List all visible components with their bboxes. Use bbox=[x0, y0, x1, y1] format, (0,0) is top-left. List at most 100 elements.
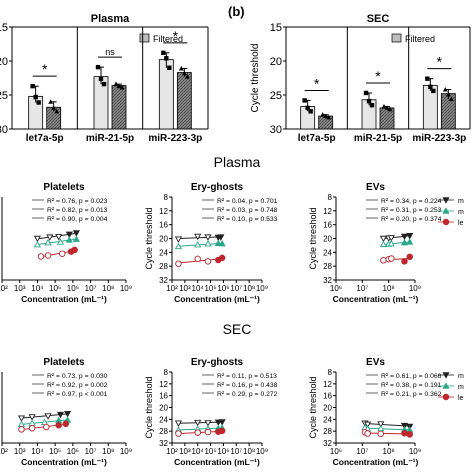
y-tick-label: 25 bbox=[270, 90, 282, 102]
data-point bbox=[214, 239, 222, 247]
x-tick-label: 10⁴ bbox=[31, 447, 44, 456]
x-tick-label: 10⁷ bbox=[356, 447, 368, 456]
x-axis-label: Concentration (mL⁻¹) bbox=[333, 457, 419, 467]
data-point bbox=[54, 108, 60, 114]
significance-label: * bbox=[173, 28, 179, 44]
data-point bbox=[71, 246, 78, 254]
y-tick-label: 20 bbox=[159, 235, 168, 244]
y-tick-label: 8 bbox=[328, 368, 333, 377]
data-point bbox=[380, 257, 387, 264]
x-tick-label: 10⁴ bbox=[31, 284, 44, 293]
x-tick-label: 10⁵ bbox=[49, 284, 61, 293]
x-tick-label: 10⁹ bbox=[409, 447, 421, 456]
data-point bbox=[175, 260, 182, 267]
y-tick-label: 20 bbox=[270, 56, 282, 68]
x-tick-label: 10⁸ bbox=[102, 447, 114, 456]
x-tick-label: 10⁷ bbox=[230, 284, 242, 293]
x-tick-label: 10⁹ bbox=[409, 284, 421, 293]
data-point bbox=[379, 235, 387, 243]
stats-text: R² = 0.82, p = 0.013 bbox=[47, 207, 108, 214]
stats-text: R² = 0.11, p = 0.513 bbox=[217, 373, 277, 380]
data-point bbox=[33, 240, 41, 248]
data-point bbox=[194, 240, 202, 248]
y-tick-label: 20 bbox=[323, 404, 332, 413]
y-axis-label: Cycle threshold bbox=[144, 376, 154, 438]
x-tick-label: 10⁶ bbox=[217, 447, 229, 456]
data-point bbox=[406, 233, 414, 240]
x-category-label: miR-21-5p bbox=[354, 133, 402, 144]
data-point bbox=[364, 421, 372, 429]
x-tick-label: 10⁹ bbox=[256, 284, 268, 293]
sec-evs-panel: EVs 8 12 16 20 24 28 32 Cycle threshold 10⁶ 10⁷ 10⁸… bbox=[308, 357, 464, 467]
bar bbox=[158, 59, 174, 130]
stats-text: R² = 0.61, p = 0.066 bbox=[381, 373, 442, 380]
fit-line bbox=[178, 236, 221, 239]
plasma-ery-panel: Ery-ghosts 8 12 16 20 24 28 32 Cycle threshold 10… bbox=[144, 182, 278, 304]
data-point bbox=[302, 98, 307, 103]
y-tick-label: 28 bbox=[323, 427, 332, 436]
data-point bbox=[65, 236, 73, 243]
data-point bbox=[194, 419, 202, 427]
y-tick-label: 25 bbox=[0, 90, 8, 102]
x-tick-label: 10⁶ bbox=[217, 284, 229, 293]
y-tick-label: 30 bbox=[270, 124, 282, 136]
y-tick-label: 28 bbox=[159, 262, 168, 271]
data-point bbox=[33, 94, 38, 100]
data-point bbox=[218, 427, 226, 435]
x-tick-label: 10⁶ bbox=[330, 447, 342, 456]
data-point bbox=[44, 413, 52, 420]
data-point bbox=[167, 65, 172, 70]
stats-text: R² = 0.04, p = 0.701 bbox=[217, 198, 278, 205]
data-point bbox=[204, 428, 212, 436]
data-point bbox=[381, 103, 387, 109]
y-tick-label: 15 bbox=[270, 22, 282, 34]
data-point bbox=[72, 230, 80, 237]
data-point bbox=[56, 238, 65, 245]
data-point bbox=[101, 81, 107, 87]
x-tick-label: 10⁸ bbox=[383, 284, 395, 293]
y-tick-label: 8 bbox=[164, 368, 169, 377]
stats-text: R² = 0.73, p = 0.030 bbox=[47, 373, 108, 380]
stats-text: R² = 0.16, p = 0.438 bbox=[217, 382, 278, 389]
data-point bbox=[55, 234, 63, 241]
chart-title: Ery-ghosts bbox=[191, 182, 244, 193]
series-legend-label: m bbox=[458, 373, 464, 380]
bar bbox=[111, 85, 127, 130]
significance-label: * bbox=[42, 61, 48, 77]
x-tick-label: 10⁵ bbox=[204, 284, 216, 293]
x-tick-label: 10⁹ bbox=[120, 447, 132, 456]
y-tick-label: 32 bbox=[159, 439, 168, 448]
y-axis-label: Cycle threshold bbox=[250, 44, 261, 113]
chart-title: Platelets bbox=[43, 182, 85, 193]
data-point bbox=[445, 91, 451, 97]
plasma-section-title: Plasma bbox=[214, 154, 261, 170]
stats-text: R² = 0.34, p = 0.224 bbox=[381, 198, 442, 205]
x-tick-label: 10⁹ bbox=[256, 447, 268, 456]
y-tick-label: 28 bbox=[323, 262, 332, 271]
data-point bbox=[58, 250, 66, 257]
x-tick-label: 10² bbox=[166, 284, 178, 293]
data-point bbox=[364, 430, 371, 437]
data-point bbox=[442, 86, 448, 92]
x-tick-label: 10³ bbox=[14, 284, 26, 293]
significance-label: * bbox=[375, 68, 381, 84]
data-point bbox=[384, 105, 390, 110]
data-point bbox=[218, 419, 226, 426]
data-point bbox=[387, 235, 395, 242]
series-legend-label: le bbox=[458, 220, 464, 227]
data-point bbox=[400, 233, 409, 241]
y-tick-label: 16 bbox=[159, 221, 168, 230]
x-category-label: miR-223-3p bbox=[412, 133, 466, 144]
fit-line bbox=[364, 423, 410, 427]
legend-label: Filtered bbox=[153, 34, 183, 44]
data-point bbox=[377, 421, 385, 428]
data-point bbox=[323, 113, 329, 119]
y-axis-label: Cycle threshold bbox=[144, 207, 154, 269]
stats-text: R² = 0.97, p < 0.001 bbox=[47, 391, 108, 398]
x-tick-label: 10⁴ bbox=[192, 447, 205, 456]
data-point bbox=[116, 83, 122, 89]
data-point bbox=[36, 100, 41, 105]
charts-layer: Plasma15202530Filtered*let7a-5pnsmiR-21-… bbox=[0, 4, 471, 467]
